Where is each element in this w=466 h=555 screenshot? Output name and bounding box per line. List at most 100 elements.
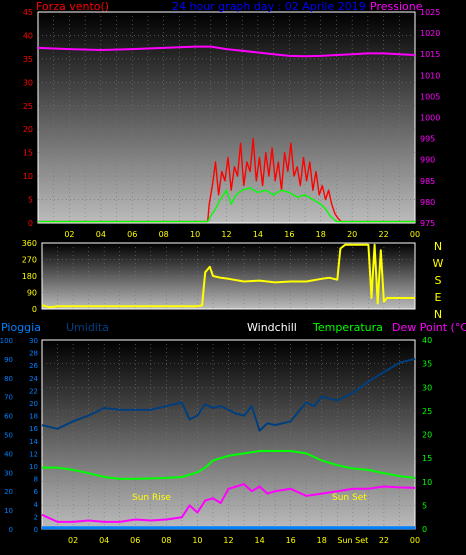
humidity-axis-tick: 0 <box>9 526 13 534</box>
temperature-axis-tick: 20 <box>422 431 432 440</box>
wind-axis-tick: 5 <box>28 196 33 205</box>
wind-axis-tick: 30 <box>23 78 33 87</box>
humidity-axis-tick: 90 <box>4 356 13 364</box>
temperature-axis-tick: 5 <box>422 501 427 510</box>
x-tick-label: 18 <box>316 230 326 239</box>
humidity-axis-tick: 50 <box>4 432 13 440</box>
wind-axis-tick: 45 <box>23 8 33 17</box>
wind-pressure-plot-area <box>37 11 416 224</box>
temperature-axis-tick: 10 <box>422 478 432 487</box>
rain-axis-tick: 0 <box>34 526 38 534</box>
x-tick-label: 10 <box>192 536 202 545</box>
windchill-label: Windchill <box>247 321 297 334</box>
humidity-axis-tick: 60 <box>4 413 13 421</box>
x-tick-label: 12 <box>223 536 233 545</box>
rain-axis-tick: 28 <box>29 350 38 358</box>
direction-axis-tick: 90 <box>27 289 37 298</box>
wind-pressure-axis-ticks: 4540353025201510501025102010151010100510… <box>23 8 441 239</box>
compass-label: N <box>434 308 442 321</box>
pressure-axis-tick: 980 <box>420 198 435 207</box>
wind-axis-tick: 15 <box>23 149 33 158</box>
dewpoint-label: Dew Point (°C) <box>392 321 466 334</box>
pressure-axis-tick: 1020 <box>420 29 440 38</box>
chart-title: 24 hour graph day : 02 Aprile 2019 <box>172 0 366 13</box>
x-tick-label: 08 <box>161 536 171 545</box>
humidity-axis-tick: 20 <box>4 488 13 496</box>
rain-axis-tick: 14 <box>29 438 38 446</box>
pressure-axis-tick: 975 <box>420 219 435 228</box>
compass-label: W <box>433 257 444 270</box>
pressure-axis-tick: 1010 <box>420 71 440 80</box>
sunset-annotation: Sun Set <box>332 493 367 503</box>
x-tick-label: 08 <box>159 230 169 239</box>
x-tick-label: 00 <box>410 536 420 545</box>
wind-direction-line <box>41 243 415 309</box>
wind-axis-tick: 10 <box>23 172 33 181</box>
temperature-label: Temperatura <box>312 321 383 334</box>
pressure-axis-tick: 990 <box>420 156 435 165</box>
rain-axis-tick: 22 <box>29 387 38 395</box>
rain-axis-tick: 4 <box>34 501 39 509</box>
x-tick-label: 02 <box>68 536 78 545</box>
humidity-axis-tick: 40 <box>4 450 13 458</box>
rain-axis-tick: 8 <box>34 476 38 484</box>
temperature-axis-tick: 15 <box>422 454 432 463</box>
pressure-axis-tick: 1005 <box>420 92 440 101</box>
temperature-line <box>42 450 416 480</box>
direction-axis-tick: 180 <box>22 272 37 281</box>
x-tick-label: Sun Set <box>337 536 368 545</box>
dewpoint-line <box>41 483 416 523</box>
pressure-axis-tick: 1000 <box>420 114 440 123</box>
rain-axis-tick: 16 <box>29 425 38 433</box>
wind-axis-tick: 40 <box>23 31 33 40</box>
rain-axis-tick: 6 <box>34 488 39 496</box>
x-tick-label: 20 <box>347 230 357 239</box>
humidity-axis-tick: 30 <box>4 469 13 477</box>
x-tick-label: 14 <box>253 230 263 239</box>
x-tick-label: 22 <box>379 536 389 545</box>
wind-axis-tick: 20 <box>23 125 33 134</box>
humidity-axis-tick: 80 <box>4 375 13 383</box>
x-tick-label: 00 <box>410 230 420 239</box>
wind-average-line <box>38 187 415 223</box>
x-tick-label: 06 <box>127 230 137 239</box>
pressure-axis-tick: 1025 <box>420 8 440 17</box>
x-tick-label: 16 <box>284 230 294 239</box>
wind-speed-line <box>38 137 415 223</box>
temperature-humidity-series <box>41 357 416 530</box>
temperature-axis-tick: 30 <box>422 383 432 392</box>
wind-direction-series <box>41 243 415 309</box>
humidity-label: Umidita <box>66 321 109 334</box>
rain-axis-tick: 18 <box>29 413 38 421</box>
wind-axis-tick: 0 <box>28 219 33 228</box>
temperature-axis-tick: 0 <box>422 525 427 534</box>
x-tick-label: 10 <box>190 230 200 239</box>
wind-pressure-series <box>37 45 416 223</box>
rain-axis-tick: 10 <box>29 463 38 471</box>
wind-pressure-gridlines <box>38 12 415 223</box>
compass-label: S <box>435 274 442 287</box>
x-tick-label: 06 <box>130 536 140 545</box>
humidity-axis-tick: 10 <box>4 507 13 515</box>
temperature-axis-tick: 35 <box>422 360 432 369</box>
pressure-line <box>37 45 416 58</box>
temperature-axis-tick: 40 <box>422 336 432 345</box>
humidity-line <box>41 357 416 432</box>
rain-axis-tick: 24 <box>29 375 38 383</box>
pressure-axis-label: Pressione <box>370 0 423 13</box>
rain-axis-tick: 26 <box>29 362 38 370</box>
rain-axis-tick: 12 <box>29 450 38 458</box>
sunrise-annotation: Sun Rise <box>132 493 171 503</box>
x-tick-label: 22 <box>378 230 388 239</box>
direction-axis-tick: 270 <box>22 256 37 265</box>
x-tick-label: 04 <box>96 230 106 239</box>
x-tick-label: 18 <box>317 536 327 545</box>
pressure-axis-tick: 1015 <box>420 50 440 59</box>
rain-axis-tick: 20 <box>29 400 38 408</box>
x-tick-label: 12 <box>221 230 231 239</box>
wind-axis-label: Forza vento() <box>36 0 109 13</box>
wind-axis-tick: 25 <box>23 102 33 111</box>
humidity-axis-tick: 70 <box>4 394 13 402</box>
